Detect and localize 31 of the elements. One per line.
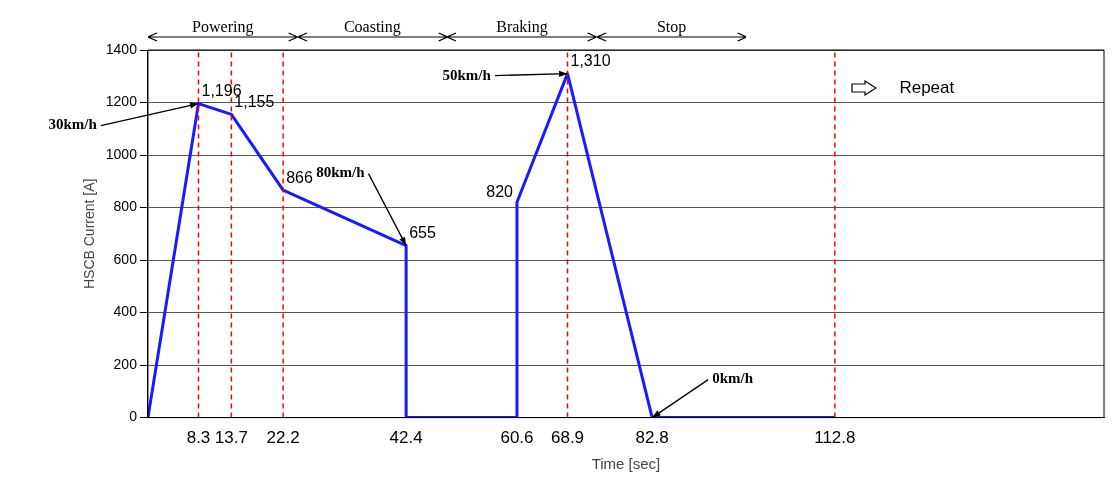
data-label: 655 <box>409 224 436 242</box>
y-axis-title: HSCB Current [A] <box>81 178 98 290</box>
x-tick-label: 13.7 <box>214 428 248 448</box>
y-tick-label: 1000 <box>105 145 138 162</box>
y-tick-label: 1200 <box>105 93 138 110</box>
text: Stop <box>653 18 690 35</box>
text: Braking <box>493 18 551 35</box>
annotation: Repeat <box>899 77 955 97</box>
data-label: 1,310 <box>570 52 611 70</box>
y-tick-label: 600 <box>113 250 138 267</box>
x-tick-label: 8.3 <box>186 428 211 448</box>
x-tick-label: 82.8 <box>635 428 669 448</box>
data-label: 866 <box>286 168 313 186</box>
annotation: 30km/h <box>48 116 98 133</box>
x-axis-title: Time [sec] <box>591 455 661 473</box>
data-label: 820 <box>486 182 514 200</box>
x-tick-label: 68.9 <box>550 428 585 448</box>
annotation: 0km/h <box>712 370 754 387</box>
y-tick-label: 800 <box>113 198 138 215</box>
y-tick-label: 200 <box>113 355 138 372</box>
text: Powering <box>189 18 257 35</box>
x-tick-label: 42.4 <box>389 428 423 448</box>
x-tick-label: 22.2 <box>266 428 300 448</box>
annotation: 80km/h <box>316 164 366 181</box>
text: Coasting <box>340 18 404 35</box>
annotation: 50km/h <box>442 66 492 83</box>
x-tick-label: 112.8 <box>814 428 856 448</box>
y-tick-label: 1400 <box>105 40 138 57</box>
y-tick-label: 0 <box>129 408 138 425</box>
x-tick-label: 60.6 <box>500 428 534 448</box>
y-tick-label: 400 <box>113 303 138 320</box>
